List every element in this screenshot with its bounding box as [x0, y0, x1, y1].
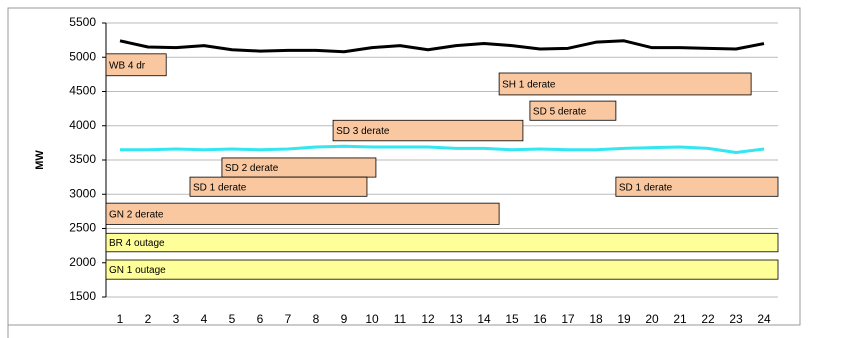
annotation-box: [189, 176, 368, 197]
annotation-box: [615, 176, 779, 197]
x-tick-label: 18: [589, 312, 603, 326]
annotation-box: [498, 72, 752, 96]
x-tick-label: 24: [757, 312, 771, 326]
series-line: [119, 39, 765, 54]
y-tick-label: 4500: [69, 84, 96, 98]
x-tick-label: 5: [229, 312, 236, 326]
x-tick-label: 16: [533, 312, 547, 326]
x-tick-label: 8: [313, 312, 320, 326]
x-tick-label: 2: [145, 312, 152, 326]
x-tick-label: 23: [729, 312, 743, 326]
x-tick-label: 20: [645, 312, 659, 326]
annotation-label: BR 4 outage: [109, 238, 165, 249]
x-tick-label: 7: [285, 312, 292, 326]
x-tick-label: 11: [394, 312, 407, 326]
y-tick-label: 5500: [69, 15, 96, 29]
y-tick-label: 3000: [69, 186, 96, 200]
annotation-label: SD 2 derate: [225, 163, 279, 174]
x-tick-label: 21: [673, 312, 687, 326]
x-tick-label: 4: [201, 312, 208, 326]
series-line: [120, 144, 765, 154]
x-tick-label: 14: [477, 312, 491, 326]
x-tick-label: 19: [617, 312, 631, 326]
y-tick-label: 1500: [69, 289, 96, 303]
annotation-label: GN 1 outage: [109, 265, 166, 276]
x-tick-label: 13: [449, 312, 463, 326]
annotation-label: SD 1 derate: [619, 182, 673, 193]
annotation-box: [105, 232, 779, 253]
y-tick-label: 5000: [69, 49, 96, 63]
x-tick-label: 22: [701, 312, 715, 326]
x-tick-label: 9: [341, 312, 348, 326]
chart-frame: [7, 7, 801, 326]
x-tick-label: 6: [257, 312, 264, 326]
annotation-box: [105, 259, 779, 280]
annotation-box: [332, 119, 524, 142]
annotation-box: [105, 202, 500, 225]
x-tick-label: 12: [421, 312, 435, 326]
x-tick-label: 15: [505, 312, 519, 326]
annotation-label: WB 4 dr: [109, 60, 146, 71]
annotation-label: SD 5 derate: [533, 106, 587, 117]
annotation-label: GN 2 derate: [109, 209, 164, 220]
x-tick-label: 1: [117, 312, 124, 326]
annotation-label: SH 1 derate: [502, 80, 556, 91]
y-tick-label: 2000: [69, 255, 96, 269]
annotation-label: SD 3 derate: [336, 126, 390, 137]
y-tick-label: 3500: [69, 152, 96, 166]
x-tick-label: 10: [365, 312, 379, 326]
annotation-box: [105, 53, 167, 77]
annotation-label: SD 1 derate: [193, 182, 247, 193]
y-axis-label: MW: [34, 150, 46, 170]
annotation-box: [529, 100, 617, 121]
y-tick-label: 2500: [69, 221, 96, 235]
x-tick-label: 17: [561, 312, 575, 326]
y-tick-label: 4000: [69, 118, 96, 132]
x-tick-label: 3: [173, 312, 180, 326]
